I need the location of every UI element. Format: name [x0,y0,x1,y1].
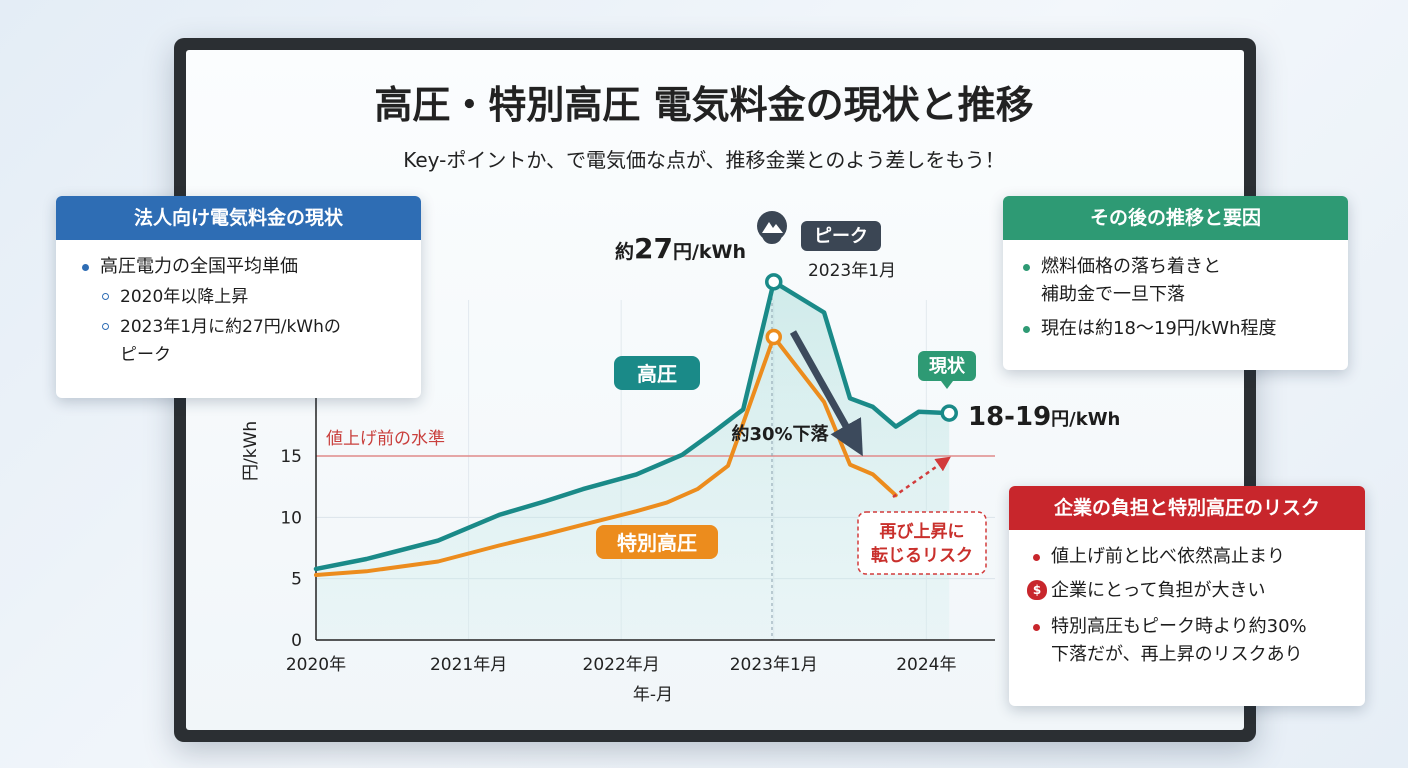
y-tick-label: 10 [280,508,302,528]
extra-high-voltage-tag-label: 特別高圧 [617,531,697,555]
list-item: $ 企業にとって負担が大きい [1027,576,1351,606]
card-current-status-title: 法人向け電気料金の現状 [56,196,421,240]
risk-label-line2: 転じるリスク [871,545,973,566]
current-tag [918,351,976,381]
risk-box [857,511,987,575]
card-risk-title: 企業の負担と特別高圧のリスク [1009,486,1365,530]
x-tick-label: 2021年月 [430,655,507,675]
extra-peak-marker [765,328,783,346]
y-tick-label: 15 [280,447,302,467]
x-axis-label: 年-月 [633,685,673,705]
y-tick-label: 5 [291,570,302,590]
list-item: 現在は約18～19円/kWh程度 [1021,314,1334,344]
list-item: 高圧電力の全国平均単価 [80,252,407,282]
list-item: 2023年1月に約27円/kWhの [80,312,407,342]
peak-tag [801,221,881,251]
drop-arrow [789,330,863,457]
x-tick-label: 2023年1月 [730,655,818,675]
baseline-label: 値上げ前の水準 [326,429,445,449]
risk-arrow [892,456,951,499]
list-item-continued: ピーク [120,345,171,365]
marker-layer [765,273,958,422]
card-risk: 企業の負担と特別高圧のリスク 値上げ前と比べ依然高止まり $ 企業にとって負担が大… [1009,486,1365,706]
high-voltage-tag-label: 高圧 [637,362,677,386]
high-voltage-tag [614,356,700,390]
x-tick-label: 2020年 [286,655,346,675]
y-axis-label: 円/kWh [241,421,261,481]
list-item: 2020年以降上昇 [80,282,407,312]
y-tick-label: 0 [291,631,302,651]
money-bag-icon: $ [1027,580,1047,600]
list-item: 燃料価格の落ち着きと [1021,252,1334,282]
peak-date: 2023年1月 [808,261,896,281]
current-price: 18-19円/kWh [968,402,1120,432]
current-marker [940,404,958,422]
list-item-continued: 下落だが、再上昇のリスクあり [1051,644,1303,665]
list-item: 特別高圧もピーク時より約30% [1031,612,1351,642]
peak-price: 約27円/kWh [615,232,746,265]
high-peak-marker [765,273,783,291]
current-tag-label: 現状 [929,355,966,377]
high-voltage-line [313,279,952,572]
card-trend: その後の推移と要因 燃料価格の落ち着きと 補助金で一旦下落 現在は約18～19円… [1003,196,1348,370]
drop-label: 約30%下落 [731,423,829,445]
list-item-continued: 補助金で一旦下落 [1041,284,1185,305]
card-trend-title: その後の推移と要因 [1003,196,1348,240]
axis-layer: 0 5 10 15 2020年 2021年月 2022年月 2023年1月 2024年 [280,300,995,675]
x-tick-label: 2022年月 [583,655,660,675]
list-item: 値上げ前と比べ依然高止まり [1031,542,1351,572]
extra-high-voltage-tag [596,525,718,559]
page-subtitle: Key-ポイントか、で電気価な点が、推移金業とのよう差しをもう！ [403,148,1005,172]
mountain-pin-icon [757,211,787,244]
page-title: 高圧・特別高圧 電気料金の現状と推移 [374,83,1034,127]
peak-tag-label: ピーク [814,226,868,247]
x-tick-label: 2024年 [896,655,956,675]
card-current-status: 法人向け電気料金の現状 高圧電力の全国平均単価 2020年以降上昇 2023年1… [56,196,421,398]
risk-label-line1: 再び上昇に [880,522,965,542]
